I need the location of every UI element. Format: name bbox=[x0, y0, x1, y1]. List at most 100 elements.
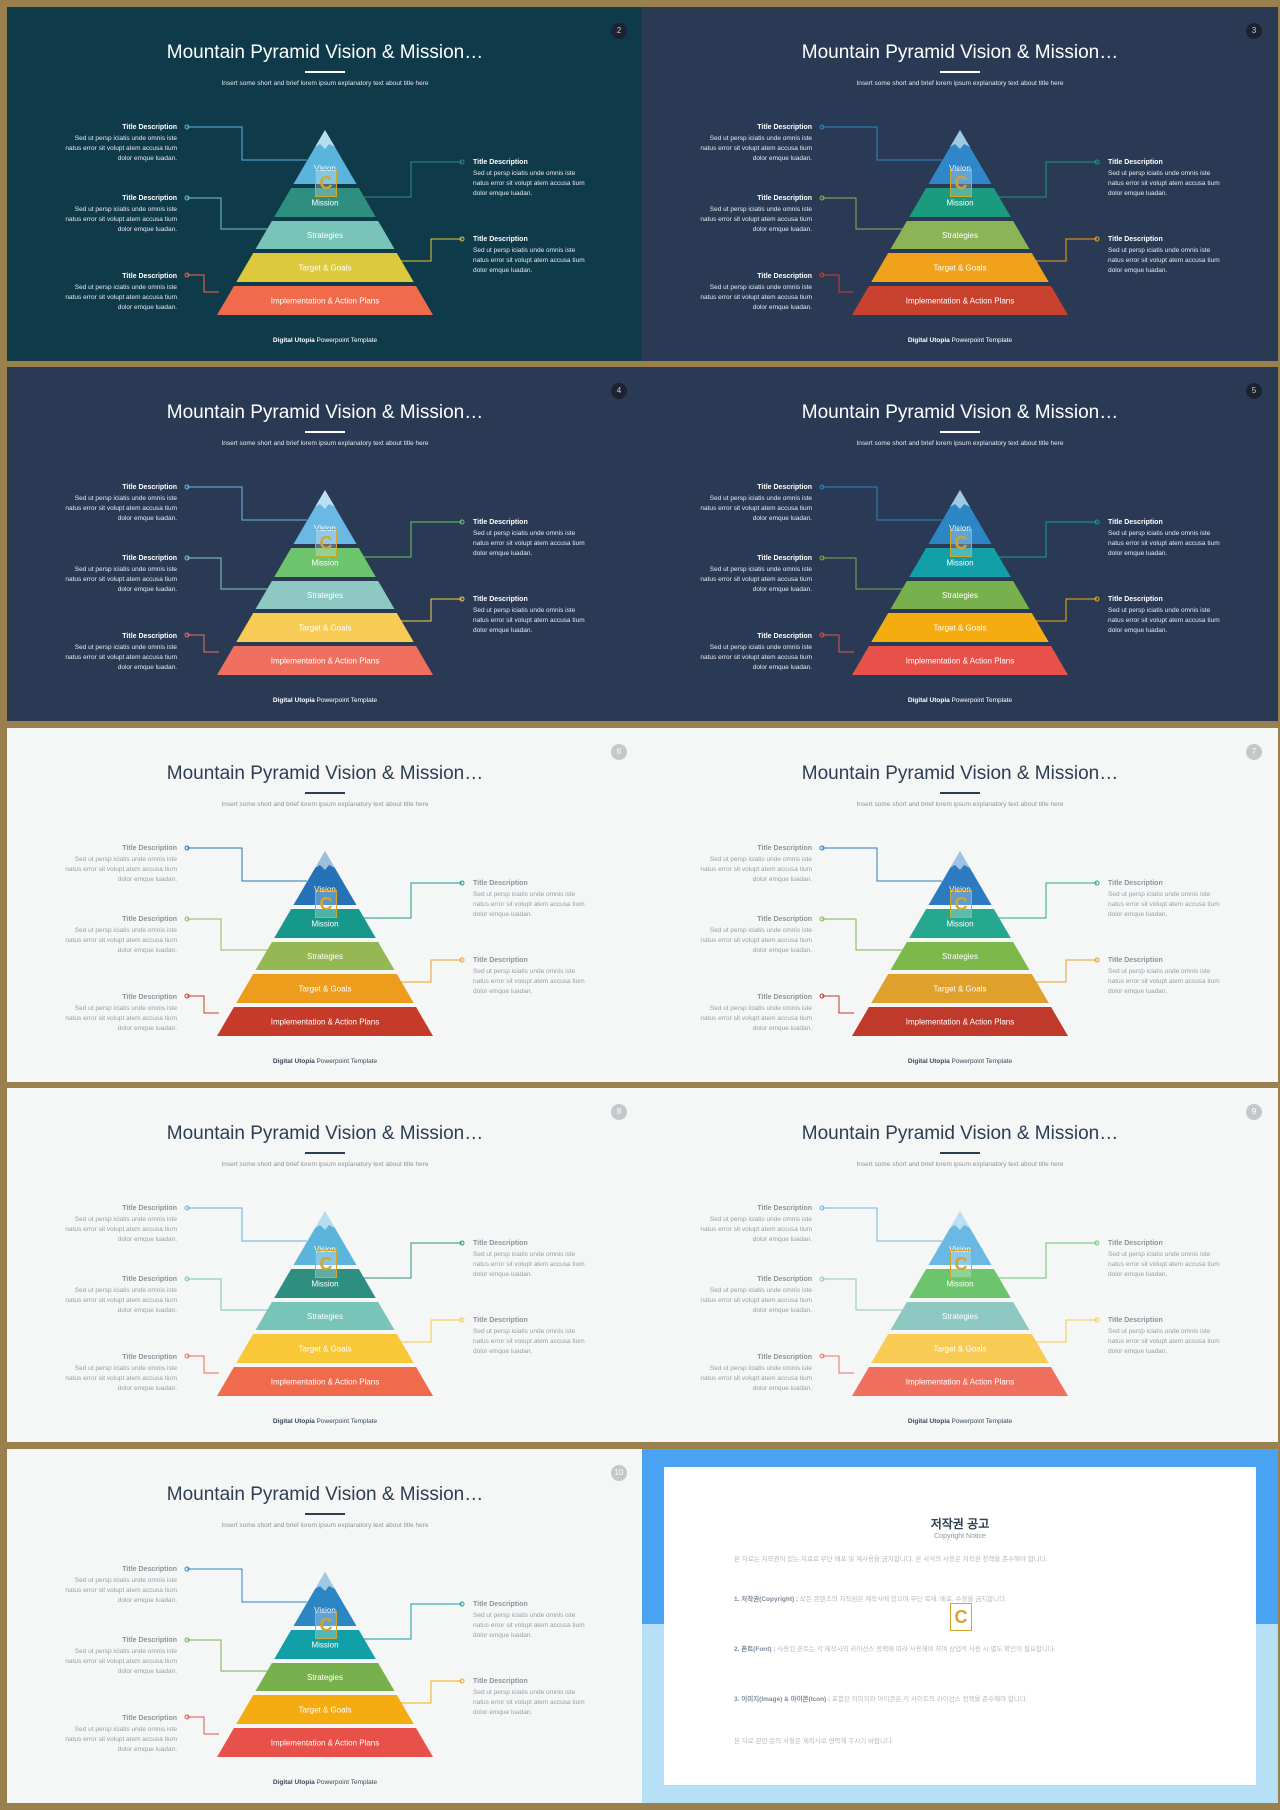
description-line: dolor emque luadan. bbox=[117, 1385, 177, 1392]
slide-6[interactable]: Vision Mission Strategies Target & Goals Imp… bbox=[7, 728, 643, 1082]
slide-10[interactable]: Vision Mission Strategies Target & Goals Imp… bbox=[7, 1449, 643, 1803]
description-title: Title Description bbox=[122, 1637, 177, 1644]
description-right-2: Title Description Sed ut persp iciatis un… bbox=[473, 1677, 613, 1718]
copyright-text-3: 포함된 이미지와 아이콘은 각 사이트의 라이선스 정책을 준수해야 합니다. bbox=[830, 1696, 1028, 1703]
description-title: Title Description bbox=[757, 124, 812, 131]
copyright-label-2: 2. 폰트(Font) : bbox=[734, 1646, 776, 1653]
slide-5[interactable]: Vision Mission Strategies Target & Goals Imp… bbox=[642, 367, 1278, 721]
pyramid-level-label: Strategies bbox=[942, 952, 978, 961]
description-line: dolor emque luadan. bbox=[473, 627, 533, 634]
description-right-1: Title Description Sed ut persp iciatis un… bbox=[473, 879, 613, 920]
slide-number-badge: 8 bbox=[611, 1104, 627, 1120]
connector-line bbox=[184, 1714, 219, 1735]
description-line: dolor emque luadan. bbox=[473, 1348, 533, 1355]
description-title: Title Description bbox=[757, 916, 812, 923]
pyramid-level-label: Implementation & Action Plans bbox=[906, 1018, 1015, 1027]
description-line: natus error sit volupt atem accusa tium bbox=[65, 145, 177, 152]
slide-8[interactable]: Vision Mission Strategies Target & Goals Imp… bbox=[7, 1088, 643, 1442]
description-right-2: Title Description Sed ut persp iciatis un… bbox=[1108, 235, 1248, 276]
description-line: dolor emque luadan. bbox=[117, 1025, 177, 1032]
description-line: natus error sit volupt atem accusa tium bbox=[65, 1587, 177, 1594]
pyramid-level-label: Strategies bbox=[307, 952, 343, 961]
description-line: dolor emque luadan. bbox=[752, 1236, 812, 1243]
footer-text: Powerpoint Template bbox=[949, 697, 1013, 704]
description-left-3: Title Description Sed ut persp iciatis un… bbox=[37, 632, 177, 673]
slide-7[interactable]: Vision Mission Strategies Target & Goals Imp… bbox=[642, 728, 1278, 1082]
description-title: Title Description bbox=[473, 1240, 528, 1247]
description-line: natus error sit volupt atem accusa tium bbox=[700, 505, 812, 512]
description-line: natus error sit volupt atem accusa tium bbox=[65, 216, 177, 223]
description-line: natus error sit volupt atem accusa tium bbox=[473, 1699, 585, 1706]
description-title: Title Description bbox=[757, 484, 812, 491]
description-line: dolor emque luadan. bbox=[1108, 190, 1168, 197]
description-title: Title Description bbox=[757, 994, 812, 1001]
connector-line bbox=[184, 1566, 307, 1603]
connector-line bbox=[1027, 1317, 1100, 1343]
description-line: natus error sit volupt atem accusa tium bbox=[473, 901, 585, 908]
slide-2[interactable]: Vision Mission Strategies Target & Goals Imp… bbox=[7, 7, 643, 361]
copyright-slide[interactable]: 저작권 공고 Copyright Notice 본 자료는 저작권이 있는 자료… bbox=[642, 1449, 1278, 1803]
description-title: Title Description bbox=[122, 845, 177, 852]
description-right-2: Title Description Sed ut persp iciatis un… bbox=[473, 235, 613, 276]
slide-9[interactable]: Vision Mission Strategies Target & Goals Imp… bbox=[642, 1088, 1278, 1442]
connector-line bbox=[392, 1678, 465, 1704]
connector-dot bbox=[819, 272, 825, 278]
description-left-2: Title Description Sed ut persp iciatis un… bbox=[37, 1275, 177, 1316]
description-line: natus error sit volupt atem accusa tium bbox=[65, 1297, 177, 1304]
slide-subtitle: Insert some short and brief lorem ipsum … bbox=[856, 801, 1064, 808]
description-title: Title Description bbox=[1108, 1240, 1163, 1247]
footer-text: Powerpoint Template bbox=[314, 1058, 378, 1065]
connector-line bbox=[819, 1353, 854, 1374]
pyramid-level-label: Implementation & Action Plans bbox=[271, 657, 380, 666]
description-line: Sed ut persp iciatis unde omnis iste bbox=[709, 927, 812, 934]
description-title: Title Description bbox=[757, 1354, 812, 1361]
description-title: Title Description bbox=[1108, 1317, 1163, 1324]
pyramid-level-2 bbox=[274, 1630, 376, 1659]
copyright-label-1: 1. 저작권(Copyright) : bbox=[734, 1596, 799, 1603]
pyramid-level-label: Implementation & Action Plans bbox=[271, 1018, 380, 1027]
description-line: Sed ut persp iciatis unde omnis iste bbox=[74, 644, 177, 651]
description-line: natus error sit volupt atem accusa tium bbox=[65, 1226, 177, 1233]
description-line: dolor emque luadan. bbox=[752, 664, 812, 671]
description-line: Sed ut persp iciatis unde omnis iste bbox=[74, 566, 177, 573]
description-title: Title Description bbox=[122, 1276, 177, 1283]
connector-line bbox=[359, 880, 465, 919]
description-right-2: Title Description Sed ut persp iciatis un… bbox=[473, 956, 613, 997]
connector-dot bbox=[184, 1714, 190, 1720]
description-line: dolor emque luadan. bbox=[1108, 988, 1168, 995]
watermark-logo: C bbox=[315, 169, 337, 197]
description-left-1: Title Description Sed ut persp iciatis un… bbox=[37, 1565, 177, 1606]
title-underline bbox=[940, 71, 980, 73]
description-line: natus error sit volupt atem accusa tium bbox=[700, 216, 812, 223]
description-title: Title Description bbox=[1108, 236, 1163, 243]
description-line: natus error sit volupt atem accusa tium bbox=[700, 145, 812, 152]
pyramid-level-label: Vision bbox=[314, 524, 336, 533]
pyramid-level-5 bbox=[217, 1367, 433, 1396]
connector-line bbox=[819, 632, 854, 653]
watermark-logo: C bbox=[950, 169, 972, 197]
description-right-1: Title Description Sed ut persp iciatis un… bbox=[1108, 158, 1248, 199]
slide-3[interactable]: Vision Mission Strategies Target & Goals Imp… bbox=[642, 7, 1278, 361]
description-title: Title Description bbox=[757, 1205, 812, 1212]
description-line: dolor emque luadan. bbox=[117, 947, 177, 954]
pyramid-level-label: Strategies bbox=[942, 1312, 978, 1321]
description-line: Sed ut persp iciatis unde omnis iste bbox=[473, 607, 576, 614]
description-line: natus error sit volupt atem accusa tium bbox=[65, 1658, 177, 1665]
description-line: Sed ut persp iciatis unde omnis iste bbox=[709, 1216, 812, 1223]
description-left-1: Title Description Sed ut persp iciatis un… bbox=[672, 1204, 812, 1245]
description-title: Title Description bbox=[757, 633, 812, 640]
description-line: dolor emque luadan. bbox=[752, 947, 812, 954]
description-line: dolor emque luadan. bbox=[752, 876, 812, 883]
pyramid-level-1 bbox=[928, 851, 992, 905]
slide-4[interactable]: Vision Mission Strategies Target & Goals Imp… bbox=[7, 367, 643, 721]
connector-dot bbox=[1094, 880, 1100, 886]
connector-dot bbox=[819, 1276, 825, 1282]
description-line: dolor emque luadan. bbox=[117, 155, 177, 162]
connector-dot bbox=[819, 555, 825, 561]
connector-line bbox=[392, 596, 465, 622]
connector-line bbox=[184, 555, 269, 590]
connector-dot bbox=[819, 1205, 825, 1211]
pyramid-level-4 bbox=[236, 1695, 414, 1724]
pyramid-level-5 bbox=[852, 286, 1068, 315]
slide-title: Mountain Pyramid Vision & Mission… bbox=[166, 763, 484, 784]
